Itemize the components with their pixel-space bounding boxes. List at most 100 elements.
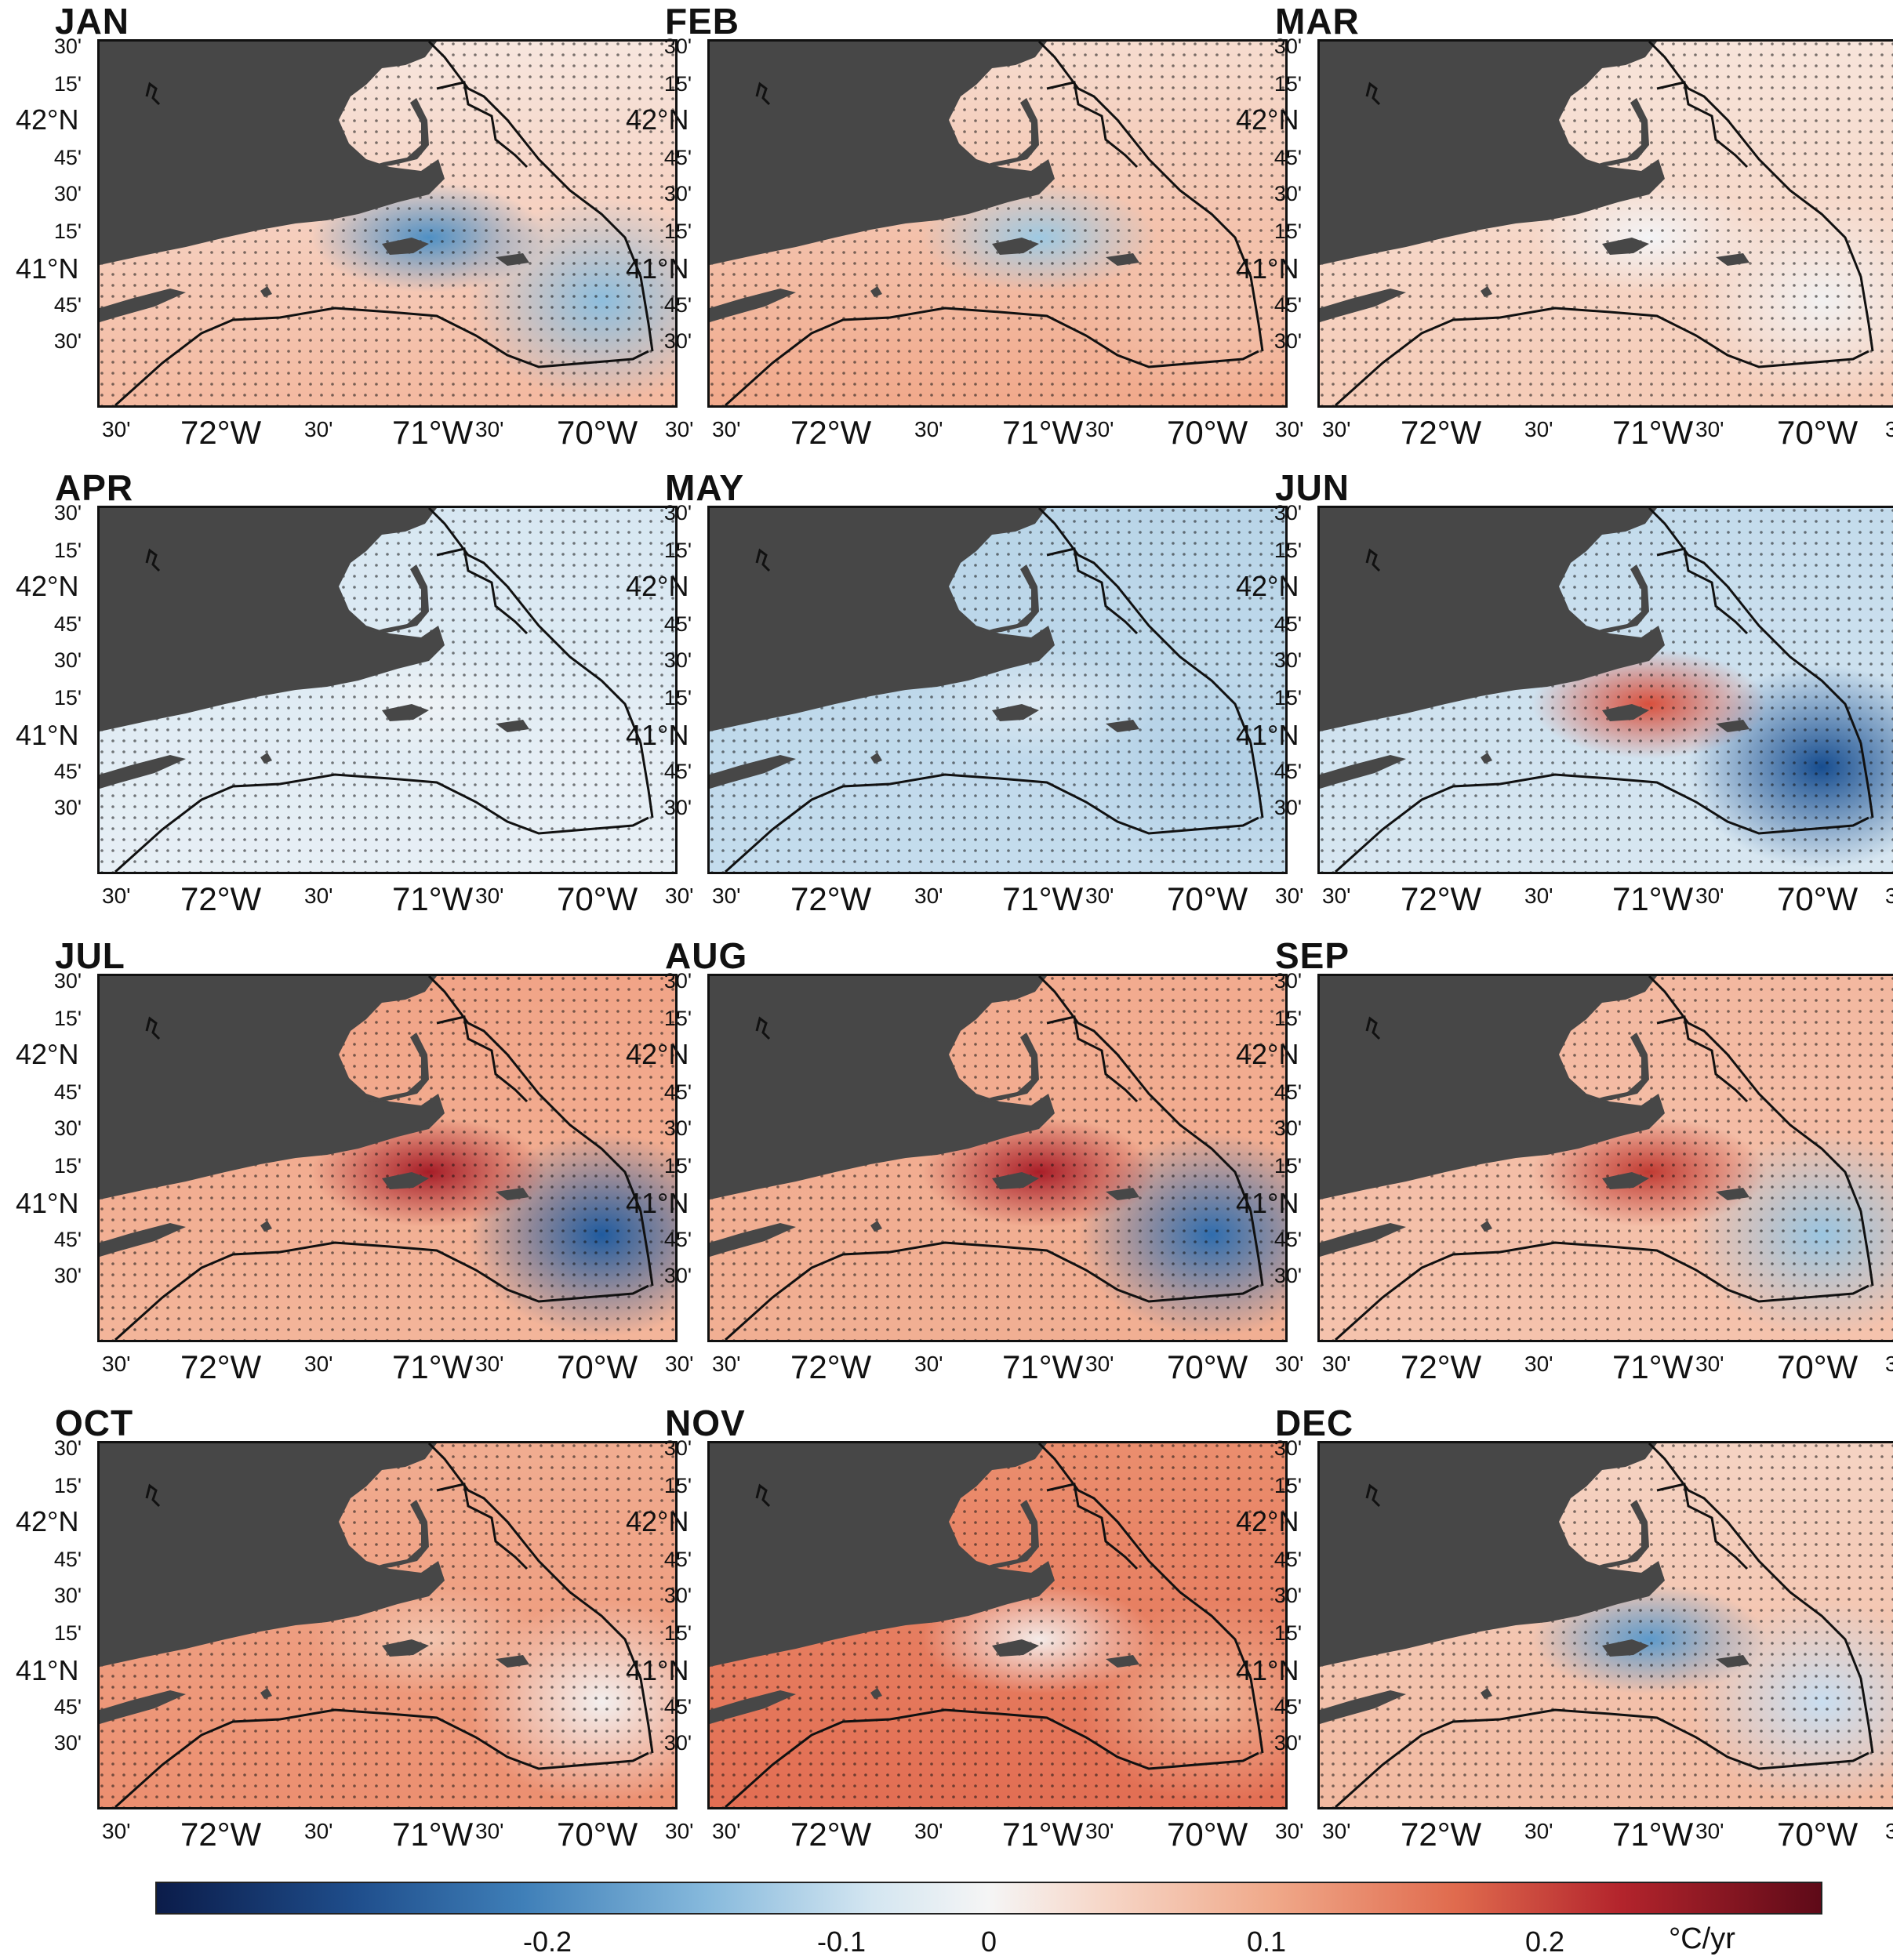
map-panel: OCT 30' 15' 42°N 45' 30' 15' 41°N 45' 30' 30' 72°W 3…: [0, 1402, 694, 1864]
longitude-tick-label: 30': [1085, 1819, 1114, 1843]
longitude-tick-label: 70°W: [557, 880, 638, 917]
longitude-tick-label: 72°W: [180, 880, 262, 917]
longitude-tick-label: 70°W: [1167, 880, 1248, 917]
latitude-tick-label: 15': [663, 1154, 692, 1178]
longitude-tick-label: 30': [1885, 884, 1893, 908]
latitude-tick-label: 30': [1274, 648, 1302, 672]
long-island: [100, 755, 186, 789]
mainland: [1320, 1443, 1665, 1667]
coastal-contour: [1648, 42, 1874, 352]
latitude-tick-label: 42°N: [1236, 103, 1299, 136]
latitude-tick-label: 45': [663, 293, 692, 317]
longitude-tick-label: 30': [1085, 884, 1114, 908]
marthas-vineyard: [992, 1639, 1039, 1657]
latitude-tick-label: 41°N: [16, 719, 79, 751]
longitude-tick-label: 30': [475, 1352, 504, 1376]
long-island: [100, 1690, 186, 1724]
lake-marker: [145, 82, 161, 106]
month-title: SEP: [1275, 935, 1350, 976]
latitude-tick-label: 42°N: [626, 103, 689, 136]
long-island: [1320, 755, 1406, 789]
latitude-tick-label: 45': [53, 293, 82, 317]
latitude-tick-label: 15': [53, 686, 82, 710]
latitude-tick-label: 42°N: [16, 1038, 79, 1070]
longitude-tick-label: 70°W: [1777, 414, 1858, 451]
isobath-contour: [1334, 773, 1869, 872]
nantucket: [1716, 720, 1749, 732]
latitude-tick-label: 30': [1274, 796, 1302, 819]
latitude-tick-label: 45': [53, 1228, 82, 1251]
map-frame: [97, 1441, 678, 1809]
coastal-contour: [1648, 1443, 1874, 1754]
longitude-tick-label: 30': [1275, 417, 1304, 441]
latitude-tick-label: 30': [663, 501, 692, 524]
latitude-tick-label: 30': [53, 1436, 82, 1460]
lake-marker: [1365, 1016, 1381, 1040]
latitude-tick-label: 45': [663, 1228, 692, 1251]
latitude-tick-label: 45': [53, 612, 82, 636]
map-frame: [707, 1441, 1288, 1809]
latitude-tick-label: 41°N: [626, 252, 689, 285]
marthas-vineyard: [992, 238, 1039, 255]
latitude-tick-label: 42°N: [16, 1505, 79, 1537]
longitude-tick-label: 30': [1695, 1352, 1724, 1376]
latitude-tick-label: 45': [1274, 293, 1302, 317]
latitude-tick-label: 30': [1274, 1116, 1302, 1140]
latitude-tick-label: 15': [1274, 220, 1302, 243]
longitude-tick-label: 30': [1885, 1352, 1893, 1376]
map-panel: NOV 30' 15' 42°N 45' 30' 15' 41°N 45' 30' 30' 72°W 3…: [610, 1402, 1304, 1864]
longitude-tick-label: 30': [712, 417, 741, 441]
colorbar-gradient: [155, 1882, 1822, 1915]
longitude-tick-label: 30': [304, 1352, 333, 1376]
latitude-tick-label: 30': [1274, 1731, 1302, 1755]
block-island: [260, 1688, 272, 1699]
month-title: JAN: [55, 1, 130, 42]
long-island: [710, 289, 796, 322]
latitude-tick-label: 41°N: [16, 252, 79, 285]
longitude-tick-label: 71°W: [1002, 880, 1084, 917]
block-island: [870, 753, 882, 764]
nantucket: [1106, 1655, 1139, 1668]
latitude-tick-label: 15': [1274, 1474, 1302, 1497]
latitude-tick-label: 30': [663, 1116, 692, 1140]
longitude-tick-label: 70°W: [557, 1816, 638, 1853]
block-island: [1481, 1221, 1492, 1232]
isobath-contour: [114, 1241, 649, 1340]
cape-contour: [1656, 1483, 1749, 1570]
coastal-contour: [427, 42, 654, 352]
block-island: [1481, 286, 1492, 297]
coastal-contour: [427, 508, 654, 818]
latitude-tick-label: 30': [53, 501, 82, 524]
latitude-tick-label: 41°N: [1236, 719, 1299, 751]
longitude-tick-label: 71°W: [1002, 1816, 1084, 1853]
latitude-tick-label: 41°N: [626, 1187, 689, 1219]
cape-contour: [1046, 1015, 1139, 1103]
longitude-tick-label: 30': [665, 884, 694, 908]
cape-contour: [436, 1015, 529, 1103]
mainland: [1320, 976, 1665, 1200]
longitude-tick-label: 30': [304, 417, 333, 441]
longitude-tick-label: 70°W: [1777, 880, 1858, 917]
latitude-tick-label: 41°N: [16, 1187, 79, 1219]
longitude-tick-label: 71°W: [1612, 1348, 1694, 1385]
isobath-contour: [1334, 307, 1869, 405]
colorbar: -0.2 -0.1 0 0.1 0.2 °C/yr: [155, 1882, 1822, 1960]
latitude-tick-label: 15': [663, 539, 692, 562]
long-island: [1320, 289, 1406, 322]
coastal-contour: [427, 1443, 654, 1754]
latitude-tick-label: 30': [663, 796, 692, 819]
month-title: JUN: [1275, 467, 1350, 508]
longitude-tick-label: 72°W: [1401, 1816, 1482, 1853]
latitude-tick-label: 15': [53, 72, 82, 96]
latitude-tick-label: 42°N: [16, 570, 79, 602]
month-title: JUL: [55, 935, 125, 976]
coastal-contour: [1037, 1443, 1264, 1754]
latitude-tick-label: 15': [53, 1474, 82, 1497]
longitude-tick-label: 72°W: [1401, 880, 1482, 917]
map-frame: [707, 39, 1288, 408]
map-frame: [1317, 506, 1893, 874]
nantucket: [1716, 1188, 1749, 1200]
latitude-tick-label: 15': [1274, 1621, 1302, 1645]
lake-marker: [1365, 548, 1381, 572]
latitude-tick-label: 45': [1274, 146, 1302, 169]
